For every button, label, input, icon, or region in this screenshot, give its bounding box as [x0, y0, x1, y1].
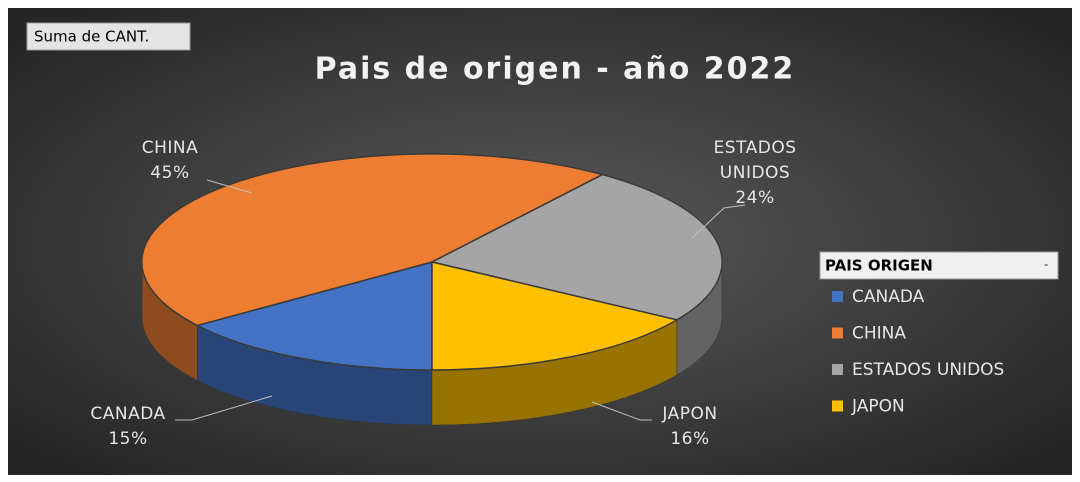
- legend-title: PAIS ORIGEN: [825, 257, 933, 275]
- field-button[interactable]: [26, 22, 191, 51]
- data-label: CANADA 15%: [68, 402, 188, 452]
- data-label-value: 24%: [735, 188, 775, 208]
- chart-title: Pais de origen - año 2022: [315, 52, 796, 87]
- data-label: JAPON 16%: [630, 402, 750, 452]
- leader-line: [691, 204, 746, 239]
- legend-label: JAPON: [851, 397, 905, 417]
- data-label-category: CHINA: [141, 138, 199, 158]
- field-button-label: Suma de CANT.: [34, 28, 149, 46]
- data-label-value: 16%: [670, 429, 710, 449]
- pie-slice: [429, 173, 723, 321]
- legend-label: CANADA: [852, 287, 925, 307]
- legend-swatch: [832, 400, 843, 412]
- data-label: ESTADOS UNIDOS 24%: [700, 136, 810, 211]
- data-label-value: 45%: [150, 163, 190, 183]
- legend-title-box[interactable]: [819, 251, 1059, 280]
- legend-swatch: [832, 291, 843, 302]
- leader-line: [591, 401, 652, 421]
- data-label-value: 15%: [108, 429, 148, 449]
- legend-label: CHINA: [852, 324, 906, 344]
- data-label-category: JAPON: [662, 404, 718, 424]
- pie-slice: [195, 261, 433, 371]
- dropdown-icon: -: [1044, 258, 1048, 272]
- data-label-category: CANADA: [90, 404, 166, 424]
- leader-line: [175, 395, 273, 421]
- data-label-category: ESTADOS UNIDOS: [713, 138, 797, 183]
- legend-label: ESTADOS UNIDOS: [852, 360, 1004, 380]
- leader-line: [206, 179, 253, 194]
- data-label: CHINA 45%: [110, 136, 230, 186]
- legend-swatch: [832, 327, 843, 339]
- pie-slice: [431, 261, 679, 371]
- legend-swatch: [832, 364, 843, 375]
